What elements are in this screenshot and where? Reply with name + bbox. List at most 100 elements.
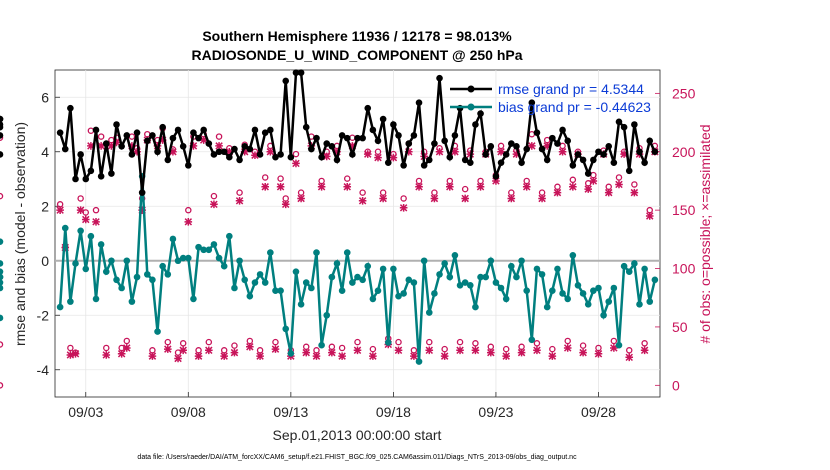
obs-assimilated-marker [379,194,387,203]
rmse-point [302,123,310,131]
obs-assimilated-marker [179,346,187,355]
rmse-point [113,121,120,128]
rmse-point [179,143,187,150]
bias-point [82,265,90,273]
obs-possible-marker [400,195,407,202]
obs-assimilated-marker [246,342,254,351]
plot-area [54,69,661,398]
rmse-point [108,170,115,177]
legend-bias-label: bias grand pr = -0.44623 [498,99,651,115]
bias-point [149,276,156,284]
bias-point [164,271,172,278]
bias-point [508,262,515,270]
obs-assimilated-marker [312,352,321,360]
bias-point [466,281,474,289]
rmse-point [610,159,618,166]
bias-point [482,273,489,281]
obs-assimilated-marker [553,188,562,197]
bias-point [323,311,331,319]
rmse-point [620,123,628,131]
obs-assimilated-marker [235,197,244,205]
obs-possible-marker [67,344,74,352]
obs-possible-marker [354,338,361,346]
rmse-point [574,151,582,158]
rmse-point [287,153,295,161]
rmse-point [538,145,546,153]
obs-assimilated-marker [107,142,116,150]
rmse-point [0,115,4,123]
rmse-point [492,172,500,180]
rmse-point [502,151,510,158]
obs-assimilated-marker [138,206,146,214]
bias-point [574,281,582,289]
obs-assimilated-marker [205,346,213,355]
rmse-point [518,159,525,166]
bias-point [461,279,469,286]
obs-assimilated-marker [297,194,305,203]
bias-point [97,241,105,248]
bias-point [333,260,341,267]
bias-point [364,262,372,270]
bias-point [425,309,433,316]
bias-point [338,287,346,295]
rmse-point [631,121,638,128]
bias-point [251,279,259,286]
obs-assimilated-marker [189,142,198,150]
obs-assimilated-marker [445,182,454,191]
obs-assimilated-marker [97,142,105,150]
obs-assimilated-marker [76,206,85,214]
rmse-point [410,132,418,139]
rmse-point [405,140,413,147]
obs-assimilated-marker [430,194,439,203]
rmse-point [56,129,64,136]
obs-possible-marker [164,338,172,346]
rmse-point [333,156,341,164]
rmse-point [195,134,202,142]
bias-point [651,276,659,284]
bias-point [92,295,100,303]
chart-title-line2: RADIOSONDE_U_WIND_COMPONENT @ 250 hPa [191,47,522,63]
rmse-point [369,126,377,134]
bias-point [246,292,254,300]
bias-point [646,298,654,305]
obs-assimilated-marker [558,147,567,156]
obs-assimilated-marker [497,147,505,156]
bias-point [410,279,418,286]
obs-possible-marker [338,344,346,352]
bias-point [169,235,177,243]
rmse-point [226,153,233,161]
obs-possible-marker [0,192,4,200]
rmse-point [651,148,659,156]
bias-point [579,290,587,297]
obs-assimilated-marker [87,142,95,150]
rmse-point [261,129,269,136]
right-tick-label: 250 [672,85,696,101]
rmse-point [446,153,454,161]
obs-assimilated-marker [358,197,367,205]
rmse-point [159,123,166,131]
bias-point [369,295,377,303]
obs-assimilated-marker [261,182,270,191]
rmse-point [128,151,136,158]
obs-possible-marker [615,174,623,181]
bias-point [67,298,74,305]
rmse-point [636,148,643,156]
bias-point [102,268,110,275]
obs-assimilated-marker [640,346,649,355]
rmse-point [133,129,141,136]
obs-assimilated-marker [410,352,418,360]
obs-assimilated-marker [476,182,485,191]
rmse-point [451,132,459,139]
obs-assimilated-marker [230,348,239,357]
x-tick-label: 09/03 [68,404,103,420]
obs-assimilated-marker [620,150,628,158]
rmse-point [323,140,331,147]
x-tick-label: 09/08 [171,404,206,420]
bias-point [420,257,428,265]
obs-assimilated-marker [569,182,577,191]
rmse-point [205,140,213,147]
bias-point [287,350,295,357]
obs-assimilated-marker [148,352,157,360]
bias-point [543,303,551,311]
bias-point [179,254,187,262]
